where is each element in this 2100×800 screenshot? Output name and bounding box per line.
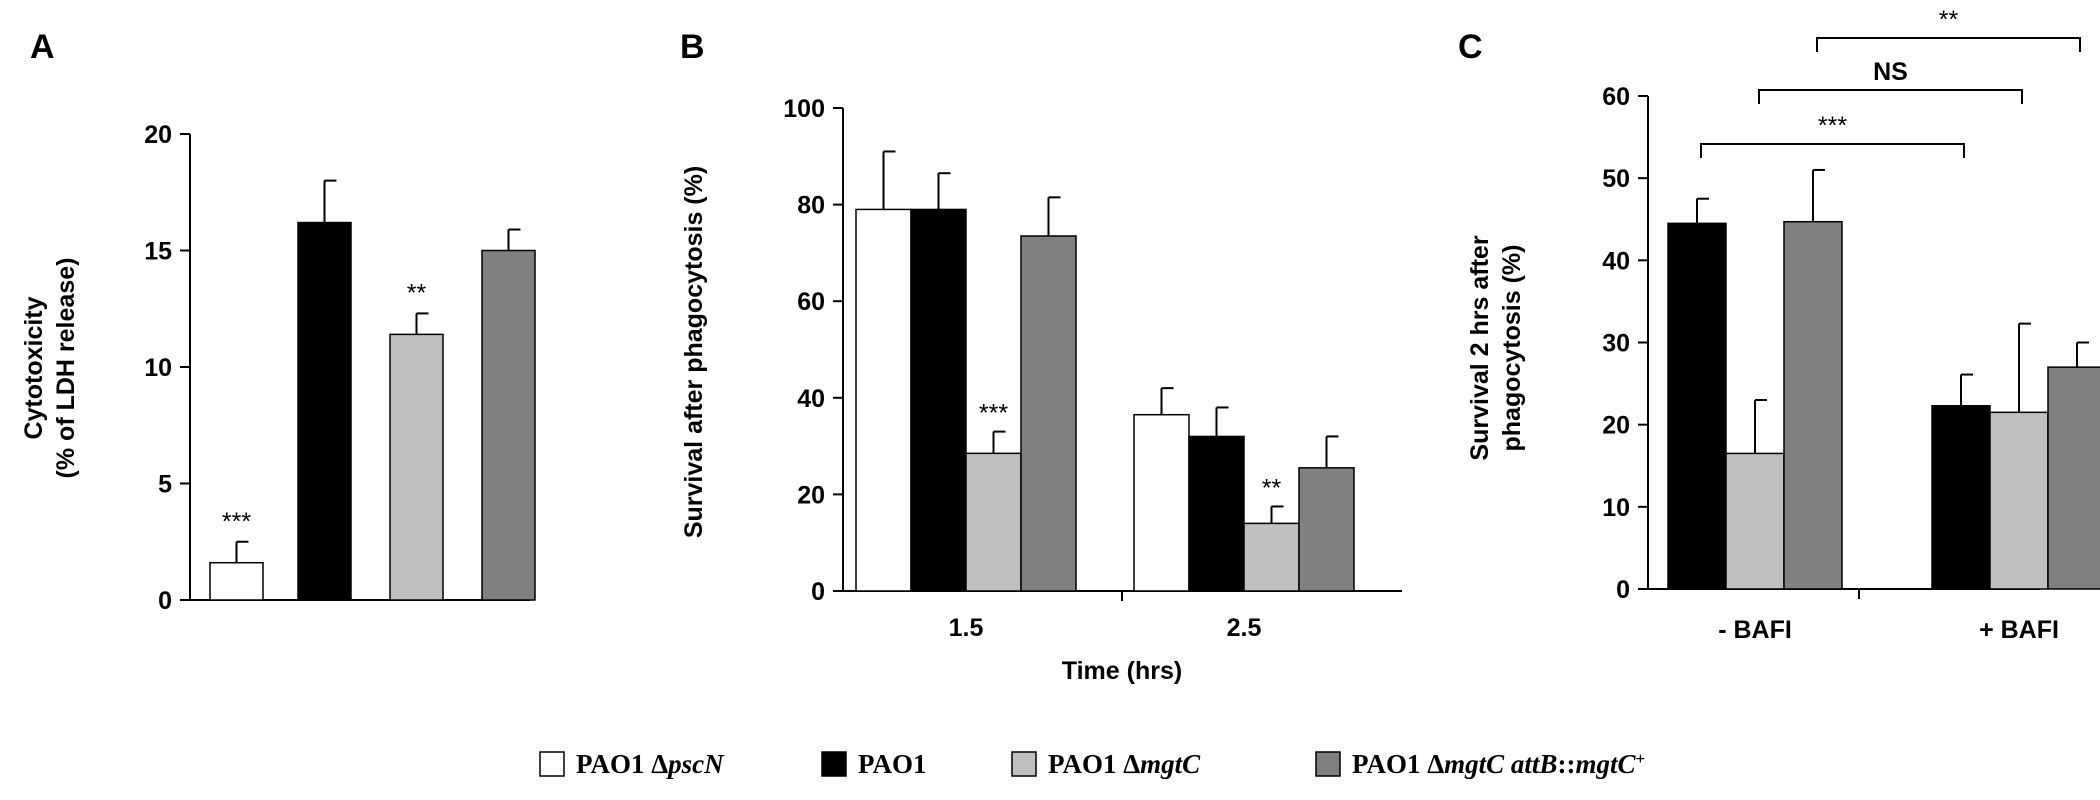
b-y-tick-label: 100 bbox=[783, 95, 825, 123]
legend-swatch bbox=[1315, 751, 1341, 777]
b-y-tick-label: 60 bbox=[797, 288, 825, 316]
a-significance-label: *** bbox=[222, 508, 251, 536]
b-significance-label: ** bbox=[1262, 474, 1282, 502]
a-y-tick-label: 20 bbox=[144, 121, 172, 149]
legend-label: PAO1 ΔpscN bbox=[576, 749, 725, 779]
legend: PAO1 ΔpscN PAO1 PAO1 ΔmgtC PAO1 ΔmgtC attB:… bbox=[539, 749, 1645, 780]
b-x-tick-label: 2.5 bbox=[1227, 614, 1262, 642]
c-y-tick-label: 50 bbox=[1602, 165, 1630, 193]
c-significance-label: *** bbox=[1818, 112, 1847, 140]
b-bar bbox=[1133, 413, 1190, 592]
c-y-axis-label: Survival 2 hrs after phagocytosis (%) bbox=[1466, 235, 1526, 460]
a-significance-label: ** bbox=[407, 279, 427, 307]
legend-label-part: PAO1 Δ bbox=[1048, 749, 1140, 779]
b-y-tick-label: 80 bbox=[797, 192, 825, 220]
b-bar bbox=[910, 208, 967, 592]
c-significance-label: NS bbox=[1873, 58, 1908, 86]
c-y-tick-label: 40 bbox=[1602, 247, 1630, 275]
c-significance-bracket bbox=[1758, 89, 2023, 104]
c-significance-label: ** bbox=[1939, 6, 1959, 34]
c-significance-bracket bbox=[1700, 143, 1965, 158]
a-y-tick-label: 10 bbox=[144, 354, 172, 382]
legend-swatch bbox=[539, 751, 565, 777]
legend-label-part: mgtC attB bbox=[1444, 749, 1557, 779]
b-bar bbox=[1188, 435, 1245, 592]
a-bar bbox=[481, 249, 536, 601]
a-bar bbox=[389, 333, 444, 601]
b-bar bbox=[855, 208, 912, 592]
c-bar bbox=[1783, 220, 1843, 590]
c-y-tick-label: 0 bbox=[1616, 576, 1630, 604]
panel-letter-b: B bbox=[680, 28, 705, 66]
legend-label-part: PAO1 Δ bbox=[576, 749, 668, 779]
legend-label-part: PAO1 Δ bbox=[1352, 749, 1444, 779]
legend-label-part: mgtC bbox=[1140, 749, 1201, 779]
legend-label: PAO1 ΔmgtC bbox=[1048, 749, 1201, 779]
c-y-axis-label-line: Survival 2 hrs after bbox=[1466, 235, 1494, 460]
a-y-tick-label: 5 bbox=[158, 471, 172, 499]
b-bar bbox=[1243, 522, 1300, 592]
c-y-tick-label: 10 bbox=[1602, 494, 1630, 522]
panel-letter-c: C bbox=[1458, 28, 1483, 66]
legend-swatch bbox=[821, 751, 847, 777]
c-y-tick-label: 30 bbox=[1602, 330, 1630, 358]
b-bar bbox=[1298, 467, 1355, 592]
b-bar bbox=[1020, 235, 1077, 592]
a-y-tick-label: 0 bbox=[158, 587, 172, 615]
b-y-tick-label: 20 bbox=[797, 481, 825, 509]
c-x-tick-label: - BAFI bbox=[1718, 616, 1792, 644]
c-bar bbox=[2047, 366, 2100, 590]
a-y-axis-label-line: (% of LDH release) bbox=[52, 258, 80, 479]
legend-label: PAO1 ΔmgtC attB::mgtC+ bbox=[1352, 749, 1645, 780]
a-y-tick-label: 15 bbox=[144, 238, 172, 266]
c-bar bbox=[1989, 411, 2049, 590]
b-x-axis-label: Time (hrs) bbox=[1062, 657, 1182, 685]
b-y-tick-label: 40 bbox=[797, 385, 825, 413]
c-y-tick-label: 20 bbox=[1602, 412, 1630, 440]
legend-swatch bbox=[1011, 751, 1037, 777]
a-bar bbox=[297, 221, 352, 601]
b-y-axis-label: Survival after phagocytosis (%) bbox=[680, 166, 708, 538]
c-bar bbox=[1725, 452, 1785, 590]
legend-label-part: pscN bbox=[666, 749, 725, 779]
legend-label-superscript: + bbox=[1635, 749, 1645, 768]
a-bar bbox=[209, 561, 264, 601]
a-y-axis-label: Cytotoxicity (% of LDH release) bbox=[20, 258, 80, 479]
c-bar bbox=[1931, 405, 1991, 590]
c-significance-bracket bbox=[1816, 37, 2081, 52]
c-x-tick-label: + BAFI bbox=[1979, 616, 2059, 644]
legend-label-part: PAO1 bbox=[858, 749, 927, 779]
b-x-tick-label: 1.5 bbox=[949, 614, 984, 642]
b-bar bbox=[965, 452, 1022, 592]
b-significance-label: *** bbox=[979, 400, 1008, 428]
legend-label-part: :: bbox=[1557, 749, 1575, 779]
chart-panel-b: 0 20 40 60 80 100 *** 1.5 ** 2.5 Time (hrs) Surviva… bbox=[680, 95, 1402, 685]
panel-letter-a: A bbox=[30, 28, 55, 66]
chart-panel-c: 0 10 20 30 40 50 60 - BAFI + BAFI *** NS ** Survival… bbox=[1466, 6, 2100, 644]
b-y-tick-label: 0 bbox=[811, 578, 825, 606]
c-y-axis-label-line: phagocytosis (%) bbox=[1498, 245, 1526, 452]
a-y-axis-label-line: Cytotoxicity bbox=[20, 296, 48, 439]
c-y-tick-label: 60 bbox=[1602, 83, 1630, 111]
legend-label-part: mgtC bbox=[1575, 749, 1636, 779]
c-bar bbox=[1667, 222, 1727, 590]
legend-label: PAO1 bbox=[858, 749, 927, 779]
